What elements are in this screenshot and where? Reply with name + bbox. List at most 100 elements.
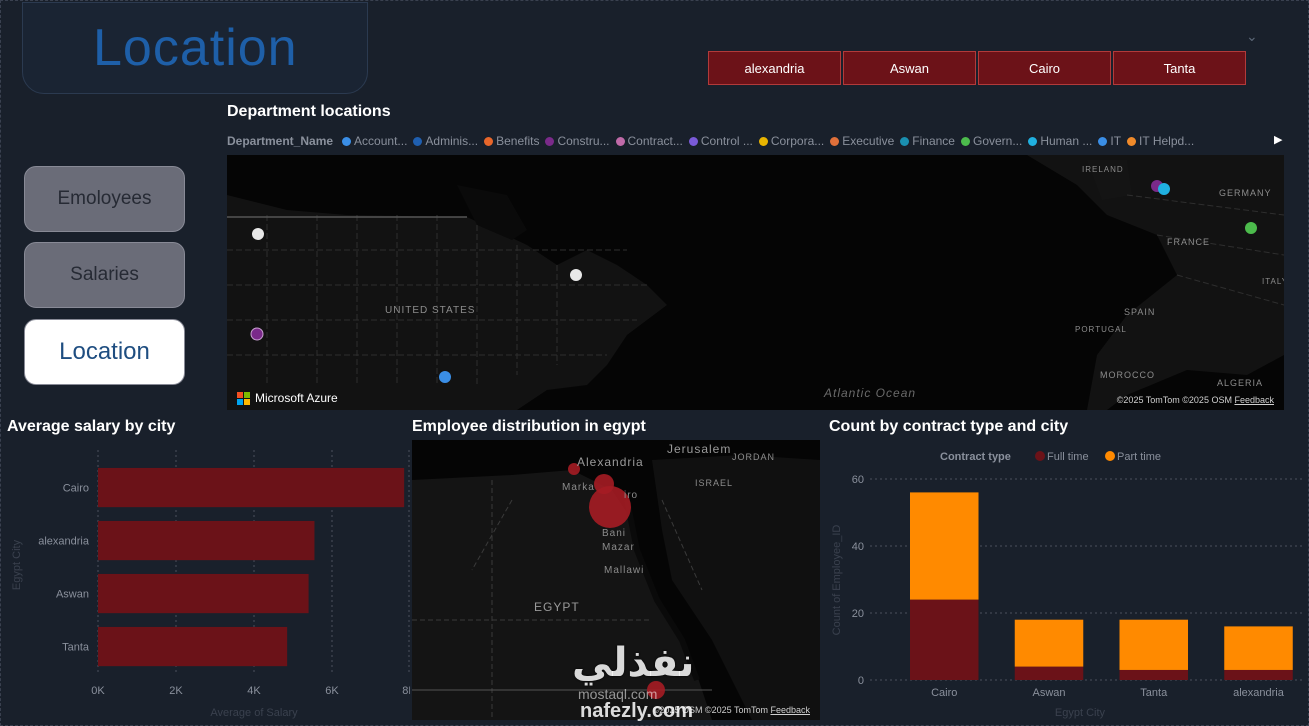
contract-bar-segment	[1119, 619, 1189, 670]
chevron-down-icon[interactable]: ⌄	[1246, 28, 1258, 44]
watermark-site-secondary: mostaql.com	[578, 686, 658, 702]
legend-dot-icon	[615, 136, 625, 146]
dept-map-canvas	[227, 155, 1284, 410]
salary-y-axis-title: Egypt City	[11, 539, 23, 590]
dept-legend: Department_Name Account... Adminis... Bene…	[227, 133, 1277, 149]
egypt-map-canvas	[412, 455, 820, 720]
contract-category-label: Tanta	[1140, 687, 1168, 699]
dept-legend-label: Account...	[354, 134, 408, 148]
contract-y-tick-label: 40	[852, 541, 864, 553]
map-label-spain: SPAIN	[1124, 307, 1156, 317]
map-label-ireland: IRELAND	[1082, 165, 1124, 174]
egypt-map-copyright: ©2025 OSM ©2025 TomTom Feedback	[653, 705, 810, 715]
dept-map-copyright: ©2025 TomTom ©2025 OSM Feedback	[1117, 395, 1274, 405]
egypt-map-feedback-link[interactable]: Feedback	[770, 705, 810, 715]
dept-map-title: Department locations	[227, 103, 391, 120]
dept-legend-item[interactable]: Govern...	[960, 134, 1023, 148]
map-label-jordan: JORDAN	[732, 452, 776, 462]
dept-map-copyright-text: ©2025 TomTom ©2025 OSM	[1116, 395, 1232, 405]
contract-y-tick-label: 0	[858, 675, 864, 687]
legend-dot-icon	[688, 136, 698, 146]
dept-legend-label: Control ...	[700, 134, 753, 148]
salary-x-tick-label: 6K	[325, 685, 339, 697]
dept-legend-item[interactable]: Account...	[342, 134, 407, 148]
map-label-mazar: Mazar	[602, 542, 635, 553]
dept-legend-item[interactable]: Finance	[900, 134, 955, 148]
city-button-aswan[interactable]: Aswan	[843, 51, 976, 85]
dept-legend-item[interactable]: Executive	[830, 134, 894, 148]
city-button-alexandria[interactable]: alexandria	[708, 51, 841, 85]
dept-legend-item[interactable]: IT	[1098, 134, 1121, 148]
page-title: Location	[93, 19, 298, 77]
city-button-cairo[interactable]: Cairo	[978, 51, 1111, 85]
dept-legend-label: Corpora...	[770, 134, 825, 148]
dept-legend-label: Executive	[842, 134, 895, 148]
contract-bar-segment	[910, 599, 979, 680]
contract-legend-title: Contract type	[940, 451, 1011, 463]
dept-map-feedback-link[interactable]: Feedback	[1234, 395, 1274, 405]
dept-legend-label: Govern...	[972, 134, 1023, 148]
salary-bar	[98, 626, 288, 667]
dept-legend-label: Benefits	[496, 134, 540, 148]
city-button-tanta[interactable]: Tanta	[1113, 51, 1246, 85]
map-label-marka: Marka	[562, 482, 595, 493]
map-label-morocco: MOROCCO	[1100, 370, 1155, 380]
contract-bar-segment	[910, 492, 979, 600]
map-label-us: UNITED STATES	[385, 305, 476, 316]
dept-legend-label: Human ...	[1040, 134, 1093, 148]
dept-legend-label: IT	[1110, 134, 1122, 148]
contract-legend-dot-icon	[1105, 451, 1115, 461]
dept-legend-item[interactable]: Adminis...	[413, 134, 478, 148]
salary-category-label: Tanta	[62, 642, 90, 654]
dept-map[interactable]: UNITED STATES Atlantic Ocean IRELAND GER…	[227, 155, 1284, 410]
salary-category-label: alexandria	[38, 536, 90, 548]
watermark-brand: نفذلي	[572, 641, 695, 685]
dept-legend-label: Constru...	[557, 134, 610, 148]
contract-bar-segment	[1224, 669, 1293, 680]
map-label-egypt: EGYPT	[534, 600, 580, 614]
watermark-site: nafezly.com	[580, 700, 693, 722]
azure-label: Microsoft Azure	[255, 391, 338, 405]
contract-legend-label: Part time	[1117, 451, 1161, 463]
contract-bar-segment	[1014, 666, 1084, 680]
legend-dot-icon	[900, 136, 910, 146]
contract-category-label: Aswan	[1032, 687, 1065, 699]
map-label-israel: ISRAEL	[695, 478, 734, 488]
dept-legend-item[interactable]: Benefits	[484, 134, 539, 148]
salary-x-tick-label: 2K	[169, 685, 183, 697]
nav-button-employees[interactable]: Emoloyees	[24, 166, 185, 232]
legend-dot-icon	[1028, 136, 1038, 146]
dept-legend-item[interactable]: Contract...	[615, 134, 683, 148]
contract-category-label: alexandria	[1233, 687, 1285, 699]
contract-bar-segment	[1224, 626, 1293, 670]
legend-next-arrow-icon[interactable]: ▶	[1274, 134, 1283, 146]
legend-dot-icon	[1098, 136, 1108, 146]
salary-bar	[98, 467, 405, 508]
dept-legend-item[interactable]: Control ...	[688, 134, 753, 148]
dept-legend-item[interactable]: Human ...	[1028, 134, 1092, 148]
city-slicer: alexandria Aswan Cairo Tanta	[708, 51, 1246, 85]
nav-button-salaries[interactable]: Salaries	[24, 242, 185, 308]
dept-legend-label: Adminis...	[425, 134, 479, 148]
contract-bar-segment	[1014, 619, 1084, 667]
dept-legend-item[interactable]: Constru...	[545, 134, 610, 148]
salary-bar	[98, 520, 315, 561]
contract-category-label: Cairo	[931, 687, 957, 699]
dept-legend-item[interactable]: Corpora...	[758, 134, 825, 148]
nav-button-location[interactable]: Location	[24, 319, 185, 385]
legend-dot-icon	[1127, 136, 1137, 146]
salary-category-label: Aswan	[56, 589, 89, 601]
contract-chart-title: Count by contract type and city	[829, 418, 1069, 435]
legend-dot-icon	[413, 136, 423, 146]
azure-logo: Microsoft Azure	[237, 391, 338, 405]
contract-chart: Contract type Full time Part time 0 20 40 60 Ca…	[831, 451, 1305, 719]
salary-category-label: Cairo	[63, 483, 89, 495]
map-label-portugal: PORTUGAL	[1075, 325, 1127, 334]
map-label-italy: ITALY	[1262, 277, 1284, 286]
salary-chart-title: Average salary by city	[7, 418, 176, 435]
dept-legend-item[interactable]: IT Helpd...	[1127, 134, 1194, 148]
egypt-map[interactable]: Jerusalem Alexandria JORDAN ISRAEL Marka…	[412, 440, 820, 720]
map-label-alexandria: Alexandria	[577, 455, 644, 469]
map-label-france: FRANCE	[1167, 237, 1211, 247]
map-label-iro: iro	[624, 490, 639, 501]
